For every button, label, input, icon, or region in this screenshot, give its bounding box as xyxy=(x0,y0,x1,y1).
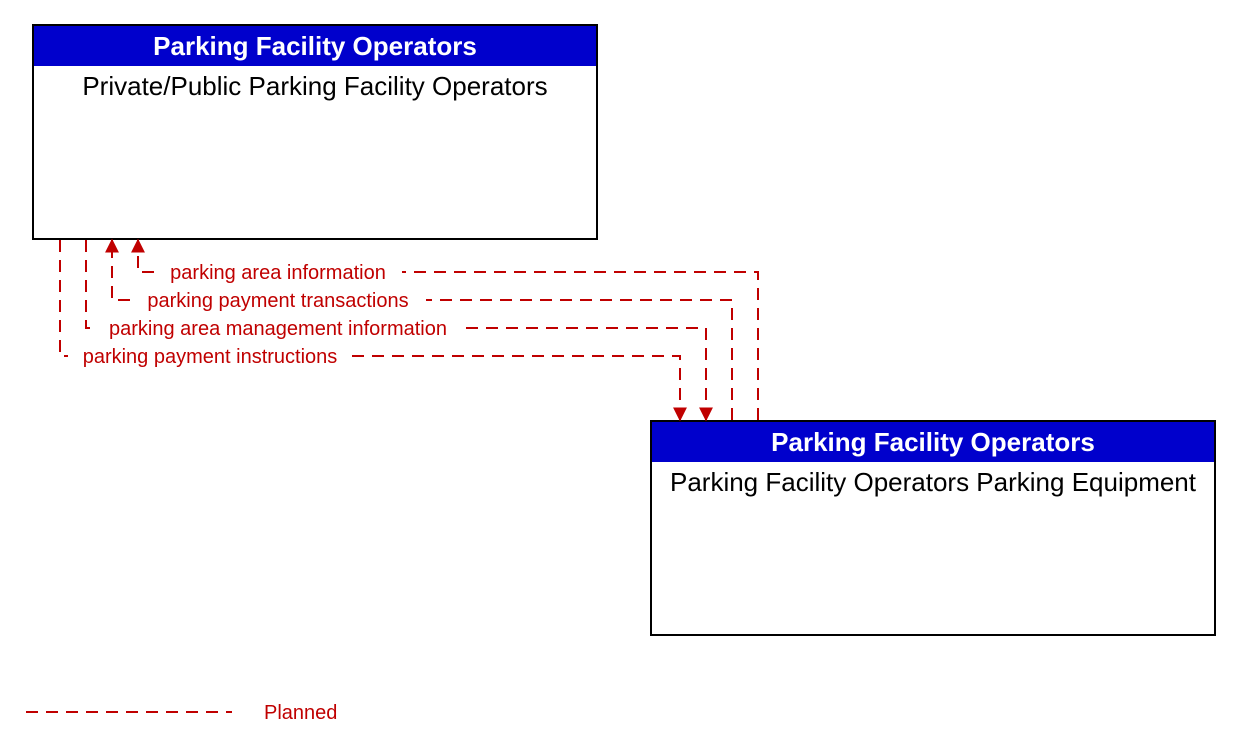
edge-label: parking area management information xyxy=(109,318,447,340)
node-top-body: Private/Public Parking Facility Operator… xyxy=(34,66,596,102)
edge-parking-payment-transactions: parking payment transactions xyxy=(112,240,732,420)
node-bottom: Parking Facility Operators Parking Facil… xyxy=(650,420,1216,636)
edge-label: parking payment transactions xyxy=(147,290,408,312)
edge-label: parking payment instructions xyxy=(83,346,338,368)
node-top-header: Parking Facility Operators xyxy=(34,26,596,66)
edge-parking-payment-instructions: parking payment instructions xyxy=(60,240,680,420)
node-bottom-header: Parking Facility Operators xyxy=(652,422,1214,462)
node-top: Parking Facility Operators Private/Publi… xyxy=(32,24,598,240)
diagram-canvas: Parking Facility Operators Private/Publi… xyxy=(0,0,1252,748)
edge-label: parking area information xyxy=(170,262,386,284)
edge-parking-area-information: parking area information xyxy=(138,240,758,420)
legend-label: Planned xyxy=(264,702,337,724)
edge-parking-area-management-information: parking area management information xyxy=(86,240,706,420)
node-bottom-body: Parking Facility Operators Parking Equip… xyxy=(652,462,1214,498)
